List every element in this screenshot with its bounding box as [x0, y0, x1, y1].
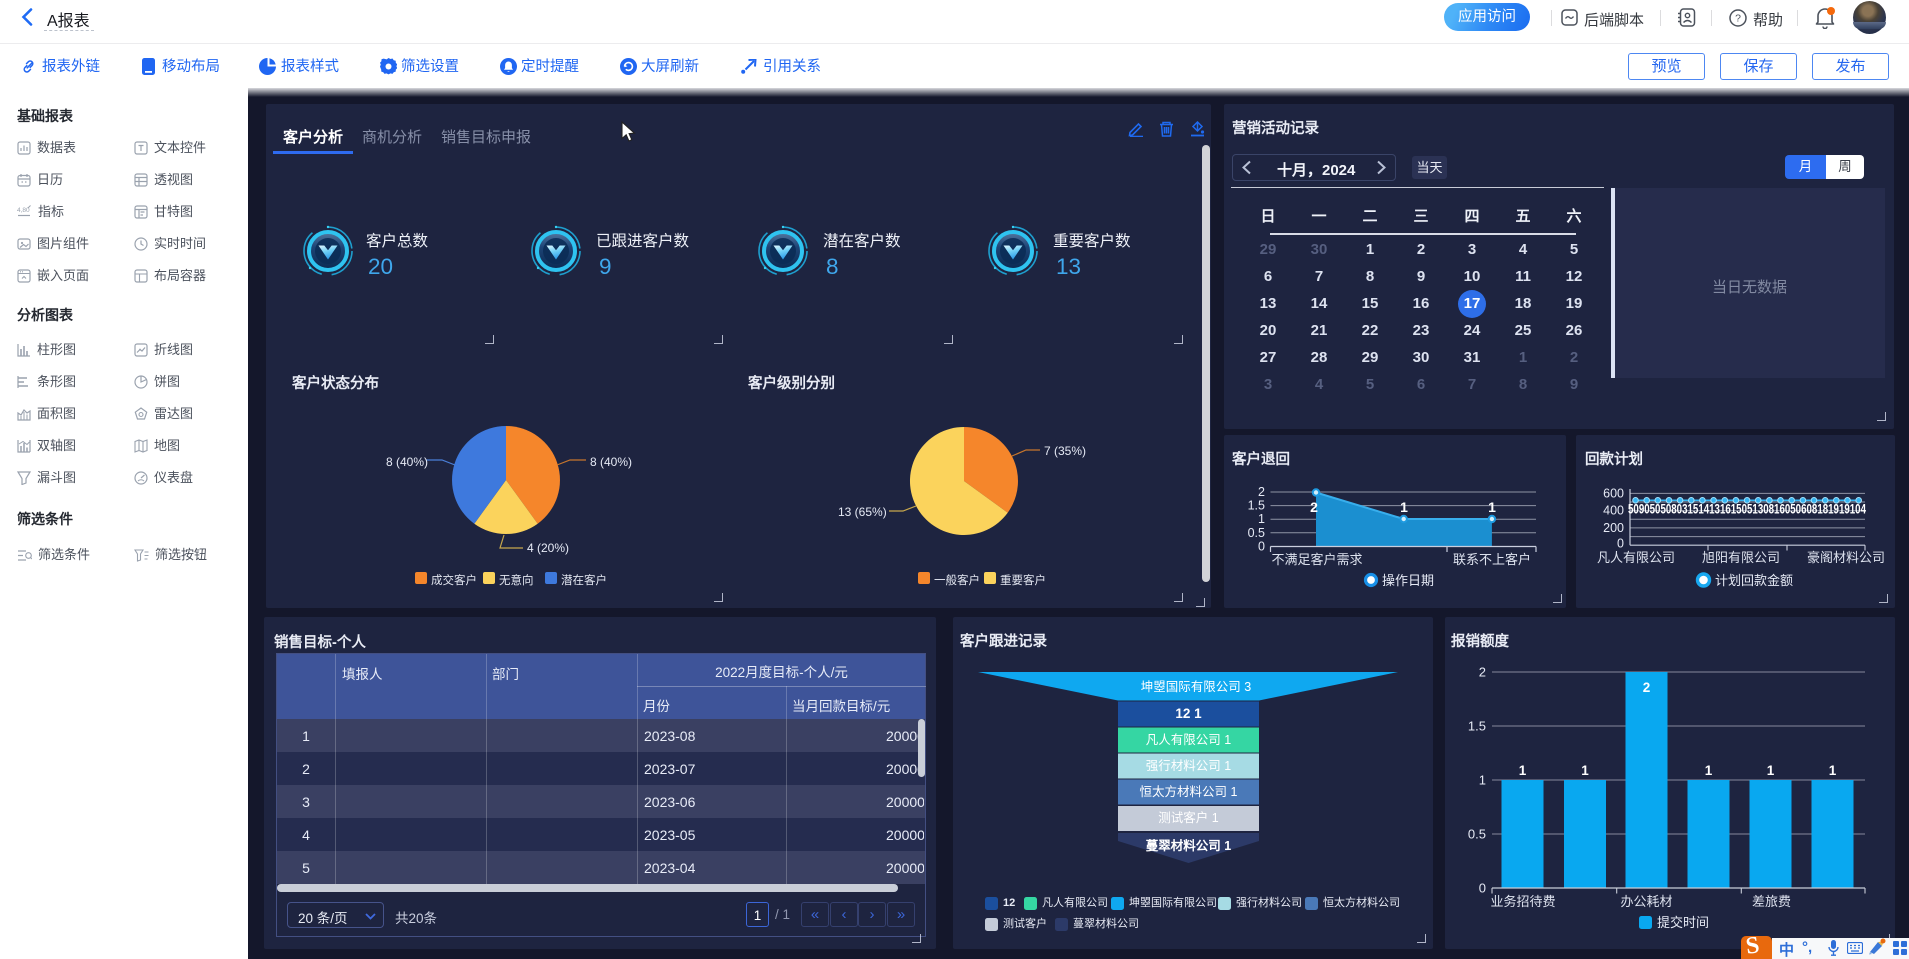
svg-text:1: 1 [1479, 773, 1486, 788]
svg-text:坤曌国际有限公司 3: 坤曌国际有限公司 3 [1141, 679, 1251, 694]
svg-text:0.5: 0.5 [1468, 827, 1486, 842]
svg-text:1: 1 [1581, 763, 1589, 778]
svg-text:旭阳有限公司: 旭阳有限公司 [1702, 550, 1780, 565]
svg-text:不满足客户需求: 不满足客户需求 [1271, 552, 1362, 567]
svg-text:12 1: 12 1 [1175, 706, 1202, 721]
svg-text:计划回款金额: 计划回款金额 [1715, 573, 1793, 588]
svg-text:操作日期: 操作日期 [1382, 573, 1434, 588]
svg-text:1: 1 [1488, 499, 1496, 515]
svg-text:恒太方材料公司 1: 恒太方材料公司 1 [1140, 784, 1238, 799]
svg-text:1: 1 [1829, 763, 1837, 778]
svg-text:豪阁材料公司: 豪阁材料公司 [1807, 550, 1885, 565]
svg-text:业务招待费: 业务招待费 [1490, 894, 1555, 909]
svg-text:2: 2 [1310, 499, 1318, 515]
svg-text:2: 2 [1479, 665, 1486, 680]
svg-text:4,80: 4,80 [17, 207, 30, 214]
svg-text:0: 0 [1479, 881, 1486, 896]
svg-text:400: 400 [1603, 504, 1624, 518]
svg-text:差旅费: 差旅费 [1752, 894, 1791, 909]
svg-text:1.5: 1.5 [1468, 719, 1486, 734]
svg-text:?: ? [1735, 13, 1741, 25]
svg-text:提交时间: 提交时间 [1657, 915, 1709, 930]
svg-text:办公耗材: 办公耗材 [1620, 894, 1672, 909]
svg-text:凡人有限公司: 凡人有限公司 [1597, 550, 1675, 565]
svg-text:0: 0 [1258, 539, 1265, 553]
svg-text:联系不上客户: 联系不上客户 [1453, 552, 1531, 567]
svg-text:2: 2 [1643, 680, 1651, 695]
svg-text:509050508031514131615051308160: 5090505080315141316150513081605060818191… [1628, 501, 1866, 517]
svg-text:200: 200 [1603, 521, 1624, 535]
svg-text:蔓翠材料公司 1: 蔓翠材料公司 1 [1146, 838, 1231, 853]
svg-text:强行材料公司 1: 强行材料公司 1 [1146, 759, 1231, 773]
svg-text:1: 1 [1400, 499, 1408, 515]
svg-text:凡人有限公司 1: 凡人有限公司 1 [1146, 733, 1231, 747]
svg-text:1: 1 [1705, 763, 1713, 778]
svg-text:2: 2 [1258, 485, 1265, 499]
svg-text:1.5: 1.5 [1248, 499, 1265, 513]
svg-text:1: 1 [1519, 763, 1527, 778]
svg-text:1: 1 [1767, 763, 1775, 778]
svg-text:1: 1 [1258, 512, 1265, 526]
svg-text:0: 0 [1617, 537, 1624, 551]
svg-text:0.5: 0.5 [1248, 526, 1265, 540]
svg-text:测试客户 1: 测试客户 1 [1158, 810, 1218, 825]
svg-text:600: 600 [1603, 486, 1624, 500]
